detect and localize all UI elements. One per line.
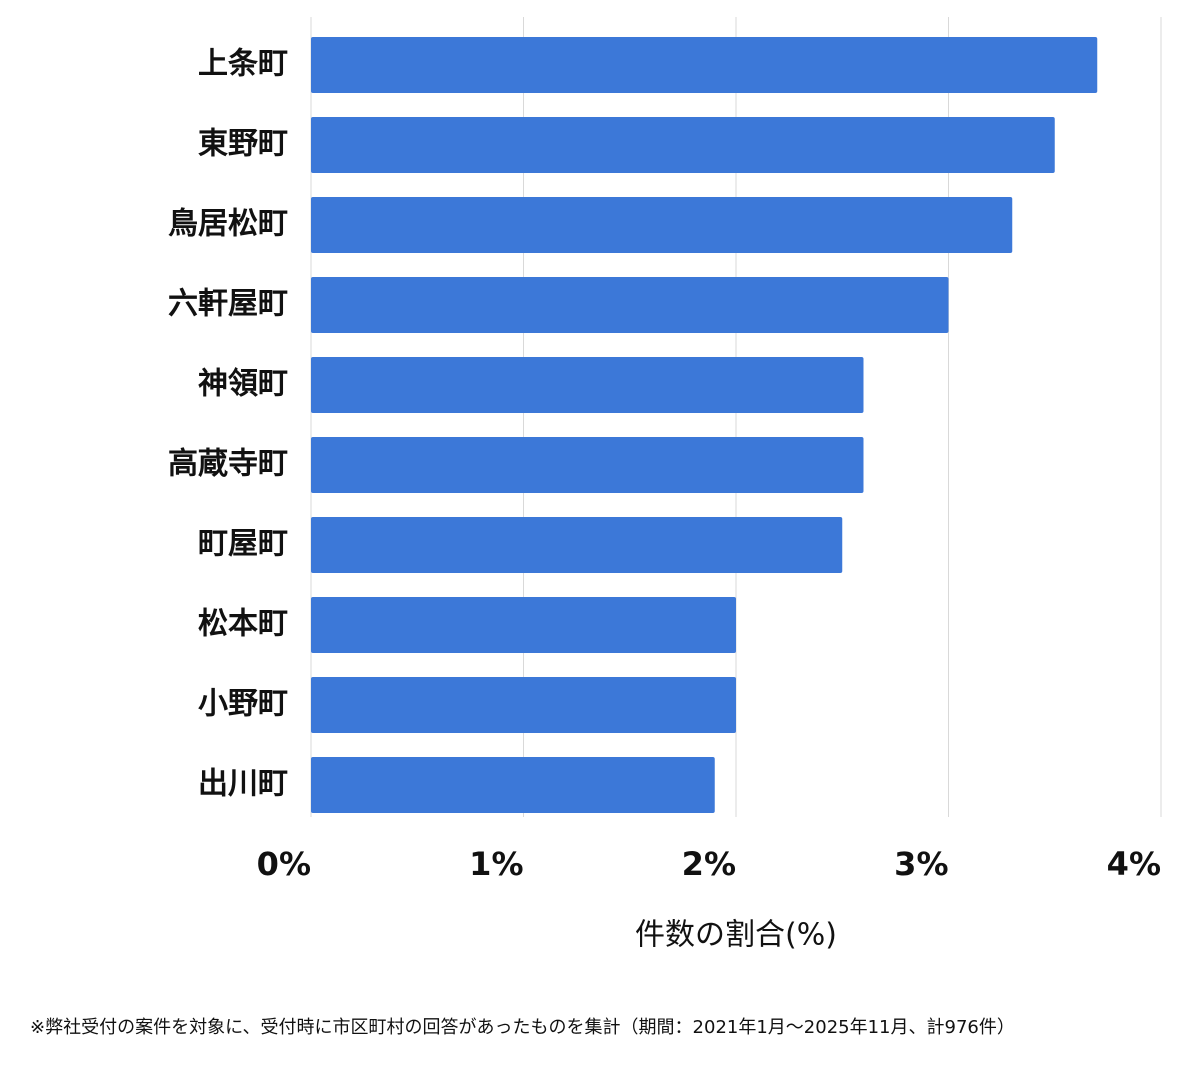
y-tick-label: 松本町 [198, 607, 288, 642]
bar [311, 437, 864, 493]
y-tick-label: 鳥居松町 [168, 207, 288, 242]
bar [311, 517, 843, 573]
bar [311, 37, 1098, 93]
bar [311, 117, 1055, 173]
x-axis-title: 件数の割合(%) [635, 918, 837, 953]
x-tick-label: 0% [257, 845, 311, 883]
y-tick-label: 高蔵寺町 [168, 447, 288, 482]
y-tick-label: 上条町 [198, 47, 288, 82]
y-tick-label: 六軒屋町 [168, 287, 288, 322]
y-tick-label: 出川町 [198, 767, 288, 802]
bar [311, 677, 736, 733]
x-tick-label: 1% [469, 845, 523, 883]
bar [311, 197, 1013, 253]
y-tick-label: 神領町 [198, 367, 288, 402]
x-tick-label: 2% [682, 845, 736, 883]
y-tick-label: 東野町 [198, 127, 288, 162]
footnote: ※弊社受付の案件を対象に、受付時に市区町村の回答があったものを集計（期間：202… [30, 1017, 1015, 1038]
y-tick-label: 町屋町 [198, 527, 288, 562]
x-tick-label: 4% [1107, 845, 1161, 883]
bar [311, 757, 715, 813]
y-tick-label: 小野町 [198, 687, 288, 722]
x-tick-label: 3% [894, 845, 948, 883]
bar [311, 357, 864, 413]
bar [311, 597, 736, 653]
bar [311, 277, 949, 333]
